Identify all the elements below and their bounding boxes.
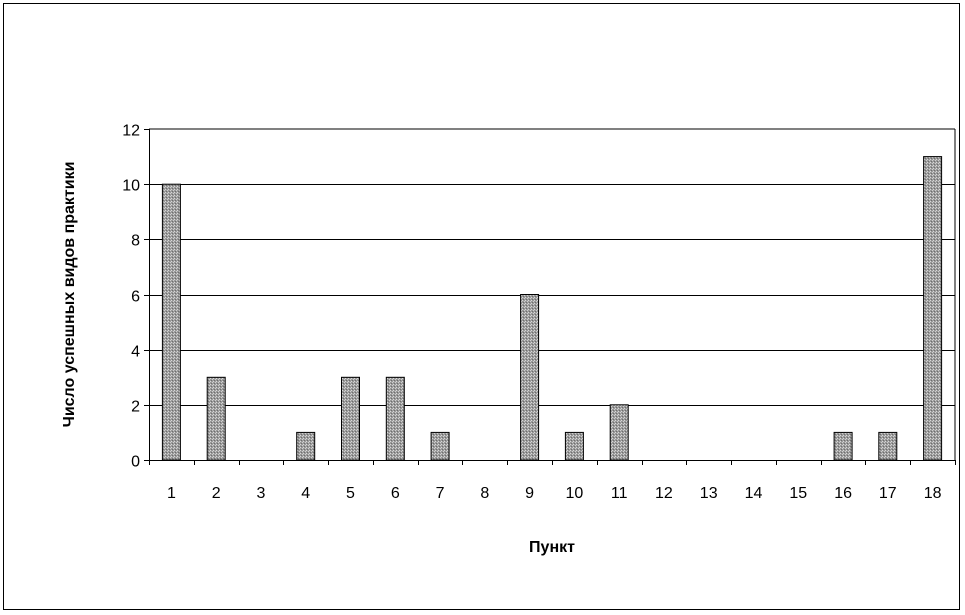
x-tick-label: 3 bbox=[256, 485, 265, 502]
bars bbox=[161, 156, 943, 461]
bar bbox=[341, 376, 360, 461]
bar bbox=[833, 431, 853, 461]
x-tick-label: 17 bbox=[879, 485, 897, 502]
bar bbox=[609, 404, 629, 461]
bar bbox=[161, 183, 181, 461]
x-tick-label: 16 bbox=[834, 485, 852, 502]
x-tick-label: 7 bbox=[436, 485, 445, 502]
gridlines bbox=[149, 128, 956, 460]
x-tick-label: 1 bbox=[167, 485, 176, 502]
y-tick-label: 8 bbox=[131, 233, 140, 250]
bar bbox=[430, 431, 450, 461]
x-tick-label: 18 bbox=[924, 485, 942, 502]
x-tick-label: 12 bbox=[655, 485, 673, 502]
x-tick-label: 8 bbox=[480, 485, 489, 502]
y-tick-label: 2 bbox=[131, 399, 140, 416]
y-tick-label: 4 bbox=[131, 344, 140, 361]
bar bbox=[385, 376, 405, 461]
x-tick-label: 13 bbox=[700, 485, 718, 502]
y-tick-label: 0 bbox=[131, 454, 140, 471]
x-tick-label: 2 bbox=[212, 485, 221, 502]
bar bbox=[923, 156, 943, 461]
x-tick-label: 10 bbox=[566, 485, 584, 502]
bar bbox=[296, 431, 316, 461]
x-tick-label: 4 bbox=[301, 485, 310, 502]
x-tick-label: 5 bbox=[346, 485, 355, 502]
bar bbox=[878, 431, 898, 461]
x-axis-title: Пункт bbox=[529, 539, 575, 556]
x-tick-label: 9 bbox=[525, 485, 534, 502]
bar bbox=[520, 294, 540, 461]
x-tick-label: 11 bbox=[611, 485, 628, 502]
axes bbox=[144, 129, 956, 465]
x-tick-label: 6 bbox=[391, 485, 400, 502]
x-tick-label: 14 bbox=[745, 485, 763, 502]
bar bbox=[206, 376, 226, 461]
y-tick-label: 12 bbox=[122, 123, 140, 140]
bar bbox=[564, 431, 584, 461]
y-axis-title: Число успешных видов практики bbox=[61, 162, 78, 428]
y-tick-label: 10 bbox=[122, 178, 140, 195]
x-tick-label: 15 bbox=[789, 485, 807, 502]
y-tick-label: 6 bbox=[131, 289, 140, 306]
